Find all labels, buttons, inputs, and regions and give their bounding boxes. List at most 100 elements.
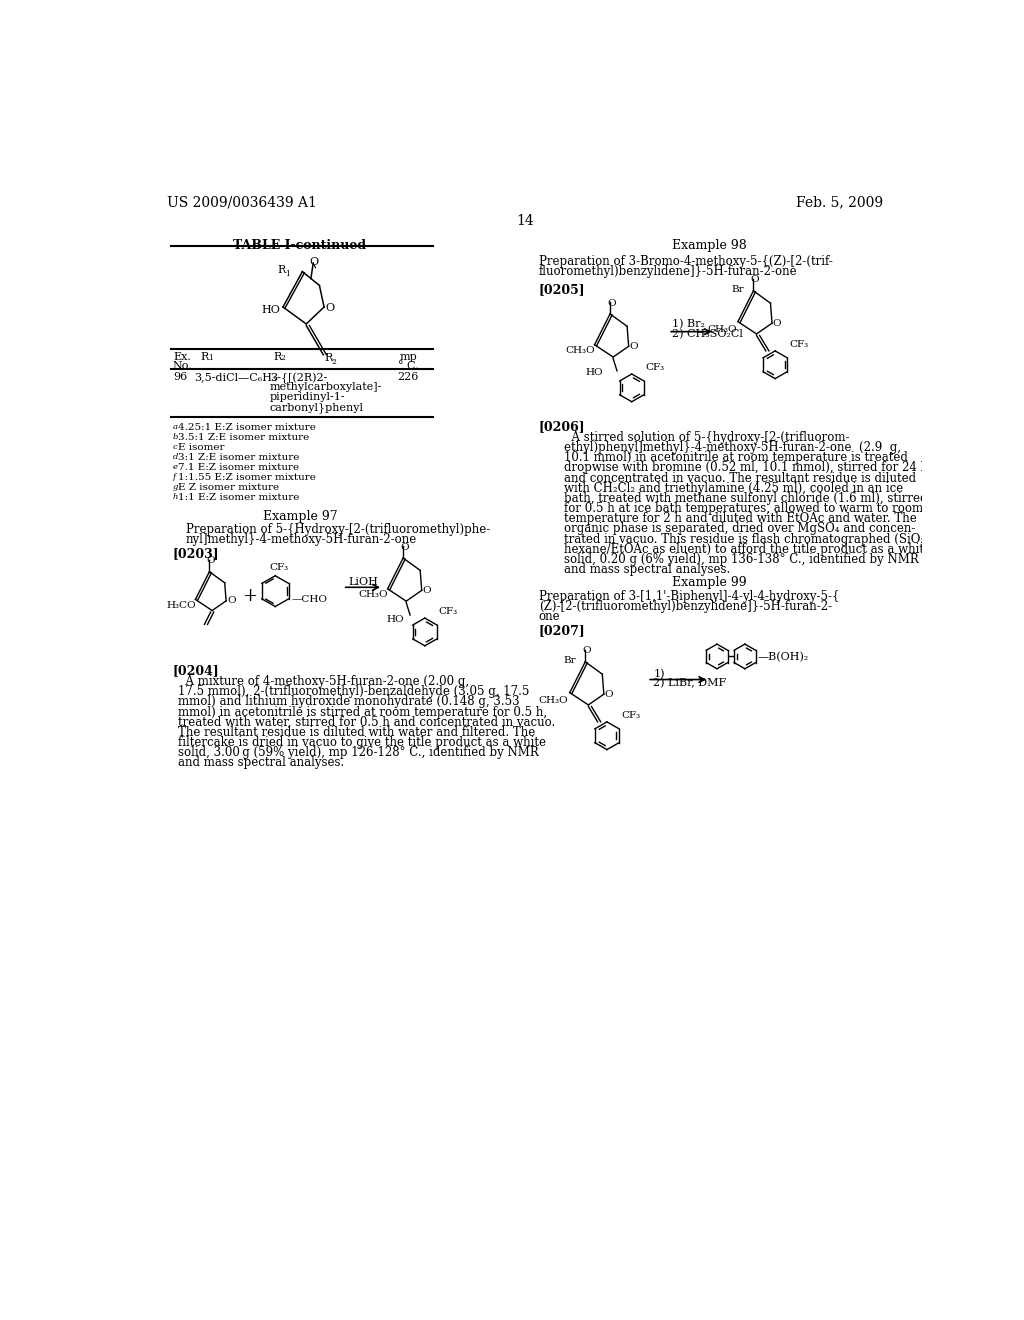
Text: O: O: [751, 276, 759, 284]
Text: b: b: [173, 433, 178, 441]
Text: R: R: [278, 265, 286, 276]
Text: 96: 96: [173, 372, 187, 383]
Text: 2: 2: [281, 354, 286, 362]
Text: 3.5:1 Z:E isomer mixture: 3.5:1 Z:E isomer mixture: [178, 433, 309, 442]
Text: 1: 1: [208, 354, 213, 362]
Text: A stirred solution of 5-{hydroxy-[2-(trifluorom-: A stirred solution of 5-{hydroxy-[2-(tri…: [563, 430, 849, 444]
Text: R: R: [201, 352, 209, 363]
Text: 17.5 mmol), 2-(trifluoromethyl)-benzaldehyde (3.05 g, 17.5: 17.5 mmol), 2-(trifluoromethyl)-benzalde…: [178, 685, 529, 698]
Text: CF₃: CF₃: [269, 564, 288, 573]
Text: Br: Br: [563, 656, 577, 665]
Text: [0204]: [0204]: [173, 664, 220, 677]
Text: Preparation of 5-{Hydroxy-[2-(trifluoromethyl)phe-: Preparation of 5-{Hydroxy-[2-(trifluorom…: [186, 524, 490, 536]
Text: No.: No.: [173, 360, 193, 371]
Text: The resultant residue is diluted with water and filtered. The: The resultant residue is diluted with wa…: [178, 726, 536, 739]
Text: A mixture of 4-methoxy-5H-furan-2-one (2.00 g,: A mixture of 4-methoxy-5H-furan-2-one (2…: [178, 675, 469, 688]
Text: Preparation of 3-[1,1'-Biphenyl]-4-yl-4-hydroxy-5-{: Preparation of 3-[1,1'-Biphenyl]-4-yl-4-…: [539, 590, 839, 603]
Text: 1:1 E:Z isomer mixture: 1:1 E:Z isomer mixture: [178, 494, 300, 503]
Text: O: O: [604, 689, 613, 698]
Text: +: +: [242, 586, 257, 605]
Text: h: h: [173, 494, 178, 502]
Text: CH₃O: CH₃O: [707, 326, 736, 334]
Text: CH₃O: CH₃O: [539, 697, 568, 705]
Text: —B(OH)₂: —B(OH)₂: [758, 652, 809, 663]
Text: 1) Br₂: 1) Br₂: [672, 319, 705, 330]
Text: Example 97: Example 97: [263, 510, 337, 523]
Text: and concentrated in vacuo. The resultant residue is diluted: and concentrated in vacuo. The resultant…: [563, 471, 915, 484]
Text: fluoromethyl)benzylidene]}-5H-furan-2-one: fluoromethyl)benzylidene]}-5H-furan-2-on…: [539, 264, 798, 277]
Text: H₃CO: H₃CO: [166, 601, 196, 610]
Text: g: g: [173, 483, 178, 491]
Text: [0206]: [0206]: [539, 420, 586, 433]
Text: temperature for 2 h and diluted with EtOAc and water. The: temperature for 2 h and diluted with EtO…: [563, 512, 916, 525]
Text: ° C.: ° C.: [398, 360, 419, 371]
Text: solid, 3.00 g (59% yield), mp 126-128° C., identified by NMR: solid, 3.00 g (59% yield), mp 126-128° C…: [178, 746, 539, 759]
Text: e: e: [173, 463, 178, 471]
Text: piperidinyl-1-: piperidinyl-1-: [270, 392, 345, 403]
Text: Example 98: Example 98: [672, 239, 746, 252]
Text: US 2009/0036439 A1: US 2009/0036439 A1: [167, 195, 316, 210]
Text: solid, 0.20 g (6% yield), mp 136-138° C., identified by NMR: solid, 0.20 g (6% yield), mp 136-138° C.…: [563, 553, 919, 566]
Text: ethyl)phenyl]methyl}-4-methoxy-5H-furan-2-one  (2.9  g,: ethyl)phenyl]methyl}-4-methoxy-5H-furan-…: [563, 441, 900, 454]
Text: —CHO: —CHO: [292, 595, 328, 605]
Text: Preparation of 3-Bromo-4-methoxy-5-{(Z)-[2-(trif-: Preparation of 3-Bromo-4-methoxy-5-{(Z)-…: [539, 255, 833, 268]
Text: E isomer: E isomer: [178, 444, 225, 453]
Text: methylcarboxylate]-: methylcarboxylate]-: [270, 383, 382, 392]
Text: a: a: [173, 424, 178, 432]
Text: 14: 14: [516, 214, 534, 228]
Text: organic phase is separated, dried over MgSO₄ and concen-: organic phase is separated, dried over M…: [563, 523, 914, 536]
Text: and mass spectral analyses.: and mass spectral analyses.: [563, 564, 730, 576]
Text: mmol) in acetonitrile is stirred at room temperature for 0.5 h,: mmol) in acetonitrile is stirred at room…: [178, 706, 548, 718]
Text: nyl]methyl}-4-methoxy-5H-furan-2-one: nyl]methyl}-4-methoxy-5H-furan-2-one: [186, 533, 418, 546]
Text: 226: 226: [397, 372, 419, 383]
Text: and mass spectral analyses.: and mass spectral analyses.: [178, 756, 345, 770]
Text: [0203]: [0203]: [173, 548, 219, 560]
Text: one: one: [539, 610, 560, 623]
Text: HO: HO: [586, 368, 603, 376]
Text: 10.1 mmol) in acetonitrile at room temperature is treated: 10.1 mmol) in acetonitrile at room tempe…: [563, 451, 907, 465]
Text: HO: HO: [261, 305, 281, 315]
Text: Example 99: Example 99: [672, 577, 746, 589]
Text: CH₃O: CH₃O: [358, 590, 388, 599]
Text: 2) LiBr, DMF: 2) LiBr, DMF: [653, 678, 727, 688]
Text: CF₃: CF₃: [621, 711, 640, 721]
Text: O: O: [583, 647, 591, 656]
Text: O: O: [206, 556, 215, 565]
Text: 7.1 E:Z isomer mixture: 7.1 E:Z isomer mixture: [178, 463, 299, 473]
Text: E Z isomer mixture: E Z isomer mixture: [178, 483, 280, 492]
Text: bath, treated with methane sulfonyl chloride (1.6 ml), stirred: bath, treated with methane sulfonyl chlo…: [563, 492, 927, 506]
Text: d: d: [173, 453, 178, 461]
Text: [0205]: [0205]: [539, 284, 586, 296]
Text: O: O: [607, 298, 615, 308]
Text: c: c: [173, 444, 178, 451]
Text: for 0.5 h at ice bath temperatures, allowed to warm to room: for 0.5 h at ice bath temperatures, allo…: [563, 502, 923, 515]
Text: trated in vacuo. This residue is flash chromatographed (SiO₂,: trated in vacuo. This residue is flash c…: [563, 532, 929, 545]
Text: O: O: [630, 342, 638, 351]
Text: with CH₂Cl₂ and triethylamine (4.25 ml), cooled in an ice: with CH₂Cl₂ and triethylamine (4.25 ml),…: [563, 482, 903, 495]
Text: O: O: [326, 304, 335, 313]
Text: 1:1.55 E:Z isomer mixture: 1:1.55 E:Z isomer mixture: [178, 474, 316, 482]
Text: O: O: [309, 257, 318, 267]
Text: CF₃: CF₃: [438, 607, 458, 616]
Text: O: O: [227, 597, 236, 606]
Text: 1: 1: [286, 271, 290, 279]
Text: Feb. 5, 2009: Feb. 5, 2009: [796, 195, 883, 210]
Text: 3,5-diCl—C₆H₃: 3,5-diCl—C₆H₃: [194, 372, 276, 383]
Text: [0207]: [0207]: [539, 624, 586, 638]
Text: CH₃O: CH₃O: [565, 346, 595, 355]
Text: 1): 1): [653, 669, 665, 678]
Text: O: O: [423, 586, 431, 595]
Text: O: O: [400, 543, 409, 552]
Text: 2) CH₃SO₂Cl: 2) CH₃SO₂Cl: [672, 329, 743, 339]
Text: CF₃: CF₃: [646, 363, 665, 372]
Text: LiOH: LiOH: [349, 577, 379, 586]
Text: treated with water, stirred for 0.5 h and concentrated in vacuo.: treated with water, stirred for 0.5 h an…: [178, 715, 556, 729]
Text: Ex.: Ex.: [173, 352, 190, 363]
Text: carbonyl}phenyl: carbonyl}phenyl: [270, 403, 364, 413]
Text: O: O: [773, 318, 781, 327]
Text: hexane/EtOAc as eluent) to afford the title product as a white: hexane/EtOAc as eluent) to afford the ti…: [563, 543, 931, 556]
Text: mmol) and lithium hydroxide monohydrate (0.148 g, 3.53: mmol) and lithium hydroxide monohydrate …: [178, 696, 520, 709]
Text: 3-{[(2R)2-: 3-{[(2R)2-: [270, 372, 328, 384]
Text: 3:1 Z:E isomer mixture: 3:1 Z:E isomer mixture: [178, 453, 300, 462]
Text: mp: mp: [399, 352, 417, 363]
